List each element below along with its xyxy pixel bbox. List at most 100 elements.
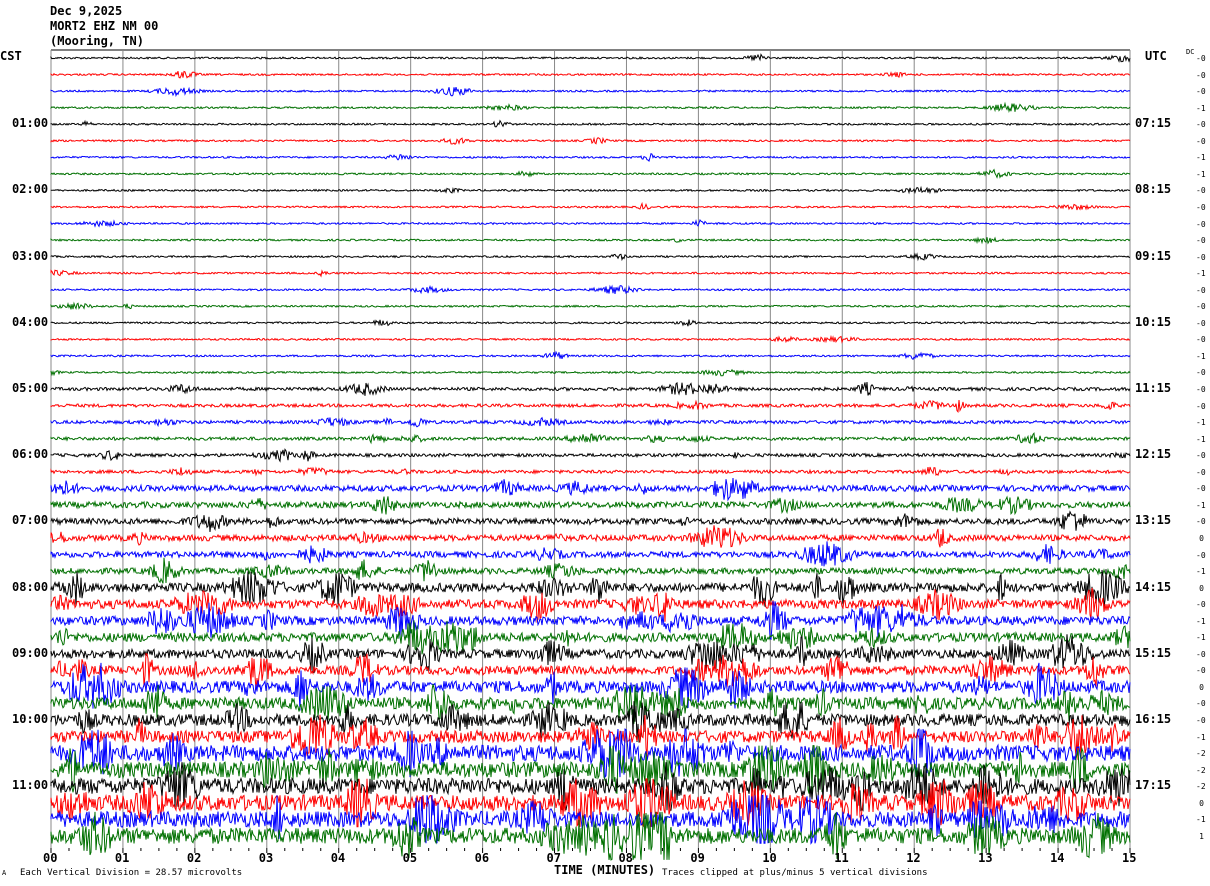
x-tick-label: 12 xyxy=(906,851,921,865)
dc-offset-value: -1 xyxy=(1196,269,1206,279)
x-tick-label: 04 xyxy=(330,851,346,865)
left-time-label: 06:00 xyxy=(12,447,49,462)
right-time-label: 16:15 xyxy=(1135,712,1172,726)
dc-offset-value: -0 xyxy=(1196,699,1206,709)
trace-row-13 xyxy=(50,269,1131,278)
trace-row-8 xyxy=(50,185,1131,195)
dc-offset-value: -0 xyxy=(1196,368,1206,378)
trace-row-20 xyxy=(50,381,1131,396)
right-time-label: 11:15 xyxy=(1135,381,1172,395)
dc-offset-value: -0 xyxy=(1196,120,1206,130)
x-tick-label: 01 xyxy=(114,851,130,865)
trace-row-39 xyxy=(50,683,1131,724)
dc-offset-value: -1 xyxy=(1196,418,1206,428)
dc-offset-value: -0 xyxy=(1196,666,1206,676)
dc-offset-value: -2 xyxy=(1196,782,1206,792)
dc-offset-value: -0 xyxy=(1196,318,1206,328)
x-tick-label: 10 xyxy=(762,851,777,865)
trace-row-19 xyxy=(50,368,1131,377)
right-time-label: 09:15 xyxy=(1135,248,1172,263)
x-tick-label: 03 xyxy=(258,851,274,865)
trace-row-21 xyxy=(50,399,1131,413)
trace-row-33 xyxy=(50,587,1131,624)
trace-row-31 xyxy=(50,557,1131,584)
dc-offset-value: -0 xyxy=(1196,385,1206,394)
dc-offset-value: -1 xyxy=(1196,616,1206,626)
dc-offset-value: -0 xyxy=(1196,252,1206,262)
trace-row-6 xyxy=(50,153,1131,162)
dc-offset-value: -1 xyxy=(1196,815,1206,825)
dc-offset-value: -0 xyxy=(1196,401,1206,411)
left-time-label: 09:00 xyxy=(12,645,49,660)
x-tick-label: 02 xyxy=(186,851,202,865)
x-tick-label: 11 xyxy=(834,851,849,865)
trace-row-16 xyxy=(50,319,1131,327)
dc-offset-value: 0 xyxy=(1199,583,1204,593)
dc-offset-value: 0 xyxy=(1199,798,1204,808)
right-time-label: 07:15 xyxy=(1135,116,1172,131)
left-time-label: 02:00 xyxy=(12,182,49,197)
dc-offset-value: -1 xyxy=(1196,169,1206,179)
dc-offset-value: -1 xyxy=(1196,434,1206,444)
right-time-label: 17:15 xyxy=(1135,778,1172,793)
left-time-label: 03:00 xyxy=(12,248,49,263)
dc-header: DC xyxy=(1186,48,1195,56)
right-time-label: 14:15 xyxy=(1135,579,1172,594)
dc-offset-value: -1 xyxy=(1196,500,1206,510)
dc-offset-value: -0 xyxy=(1196,517,1206,527)
trace-row-36 xyxy=(50,634,1131,674)
dc-offset-value: -1 xyxy=(1196,153,1206,163)
scale-note: Each Vertical Division = 28.57 microvolt… xyxy=(20,868,243,878)
right-time-label: 15:15 xyxy=(1135,645,1172,660)
trace-row-11 xyxy=(50,236,1131,245)
trace-row-44 xyxy=(50,762,1131,812)
dc-offset-value: -1 xyxy=(1196,103,1206,113)
trace-row-45 xyxy=(50,778,1131,828)
trace-row-12 xyxy=(50,252,1131,262)
trace-row-35 xyxy=(50,620,1131,655)
trace-row-9 xyxy=(50,201,1131,211)
trace-row-29 xyxy=(50,525,1131,548)
dc-offset-value: -0 xyxy=(1196,87,1206,97)
dc-offset-value: -0 xyxy=(1196,70,1206,80)
dc-offset-value: -0 xyxy=(1196,219,1206,229)
right-time-label: 10:15 xyxy=(1135,314,1172,329)
dc-offset-value: -2 xyxy=(1196,765,1206,775)
dc-offset-value: -2 xyxy=(1196,749,1206,759)
dc-offset-value: -0 xyxy=(1196,136,1206,146)
x-tick-label: 00 xyxy=(43,851,58,865)
trace-row-7 xyxy=(50,168,1131,179)
trace-row-32 xyxy=(50,569,1131,608)
clip-note: Traces clipped at plus/minus 5 vertical … xyxy=(662,868,928,878)
dc-offset-value: -0 xyxy=(1196,54,1206,63)
dc-offset-value: -0 xyxy=(1196,302,1206,312)
trace-row-3 xyxy=(50,101,1131,113)
right-time-label: 13:15 xyxy=(1135,513,1172,528)
trace-row-37 xyxy=(50,652,1131,690)
left-timezone-label: CST xyxy=(0,49,22,63)
dc-offset-value: 1 xyxy=(1199,831,1204,841)
trace-row-18 xyxy=(50,350,1131,360)
dc-offset-value: -0 xyxy=(1196,467,1206,477)
left-time-label: 05:00 xyxy=(12,381,49,395)
date-label: Dec 9,2025 xyxy=(50,4,123,18)
dc-offset-value: -0 xyxy=(1196,335,1206,345)
trace-row-24 xyxy=(50,448,1131,463)
x-tick-label: 14 xyxy=(1050,851,1065,865)
left-time-label: 01:00 xyxy=(12,116,49,131)
trace-row-43 xyxy=(50,745,1131,794)
x-tick-label: 07 xyxy=(546,851,561,865)
dc-offset-value: -1 xyxy=(1196,732,1206,742)
x-tick-label: 09 xyxy=(690,851,705,865)
dc-offset-value: -1 xyxy=(1196,633,1206,643)
dc-offset-value: -0 xyxy=(1196,186,1206,196)
dc-offset-value: -0 xyxy=(1196,202,1206,212)
trace-row-28 xyxy=(50,510,1131,533)
x-tick-label: 15 xyxy=(1122,851,1137,865)
trace-row-42 xyxy=(50,728,1131,779)
trace-row-47 xyxy=(50,811,1131,861)
left-time-label: 11:00 xyxy=(12,778,49,793)
dc-offset-value: -1 xyxy=(1196,567,1206,577)
dc-offset-value: -0 xyxy=(1196,451,1206,461)
